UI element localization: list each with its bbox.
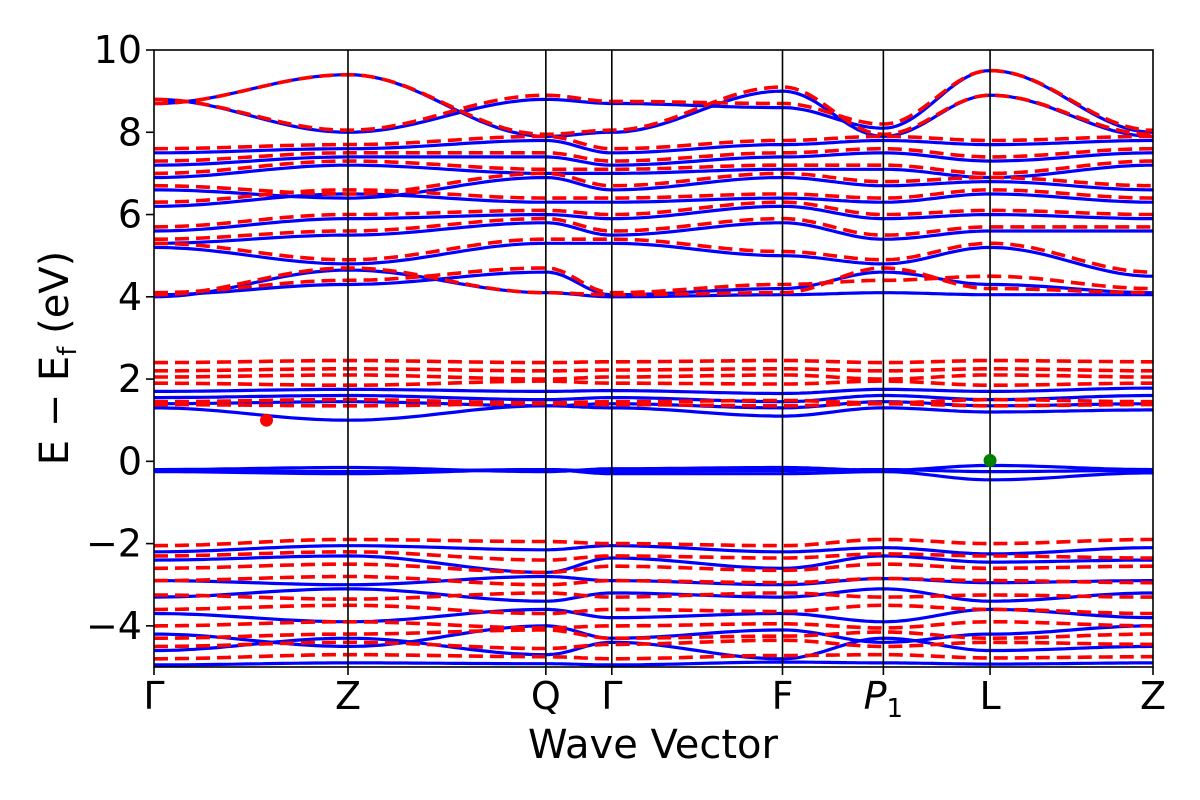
plot-background — [154, 50, 1153, 667]
spin-down-band-24 — [154, 159, 1153, 176]
y-axis-title-sub: f — [53, 346, 83, 356]
spin-down-band-19 — [154, 237, 1153, 274]
y-tick-label-2: 8 — [118, 110, 142, 154]
spin-up-band-7 — [154, 554, 1153, 575]
x-tick-label-7: L — [979, 674, 1000, 718]
y-tick-label-6: 0 — [118, 439, 142, 483]
spin-down-band-3 — [154, 628, 1153, 640]
spin-up-band-15 — [154, 404, 1153, 422]
x-tick-label-6: P1 — [864, 674, 903, 724]
spin-down-band-23 — [154, 171, 1153, 196]
x-tick-label-1: Γ — [143, 674, 164, 718]
plot-frame — [153, 49, 1154, 668]
spin-up-band-10 — [154, 463, 1153, 474]
x-tick-label-3: Q — [531, 674, 561, 718]
y-axis-title-main: E − E — [32, 356, 78, 466]
y-axis-title: E − Ef (eV) — [32, 251, 83, 466]
spin-up-band-18 — [154, 241, 1153, 278]
spin-up-band-11 — [154, 468, 1153, 482]
spin-up-band-26 — [154, 73, 1153, 139]
x-tick-label-5: F — [772, 674, 794, 718]
cbm-marker — [260, 413, 274, 427]
y-axis-ticks: 10 8 6 4 2 0 −2 −4 — [86, 28, 154, 648]
y-tick-label-3: 6 — [118, 193, 142, 237]
spin-up-band-22 — [154, 175, 1153, 200]
x-tick-label-4: Γ — [601, 674, 622, 718]
x-axis-title: Wave Vector — [528, 722, 779, 768]
spin-down-band-8 — [154, 562, 1153, 575]
y-axis-title-unit: (eV) — [32, 251, 78, 347]
spin-down-band-2 — [154, 638, 1153, 651]
spin-up-band-20 — [154, 204, 1153, 233]
spin-up-band-3 — [154, 624, 1153, 648]
spin-up-band-12 — [154, 386, 1153, 396]
x-tick-label-2: Z — [335, 674, 361, 718]
y-tick-label-8: −4 — [86, 604, 142, 648]
y-tick-label-5: 2 — [118, 357, 142, 401]
spin-down-band-27 — [154, 72, 1153, 137]
spin-down-band-21 — [154, 200, 1153, 229]
y-tick-label-4: 4 — [118, 275, 142, 319]
spin-up-band-5 — [154, 587, 1153, 603]
spin-down-band-18 — [154, 266, 1153, 295]
spin-up-band-16 — [154, 268, 1153, 299]
vbm-marker — [983, 454, 997, 468]
spin-down-band-25 — [154, 146, 1153, 163]
band-edge-markers — [260, 413, 997, 468]
spin-up-band-9 — [154, 468, 1153, 474]
spin-up-band-21 — [154, 192, 1153, 208]
spin-up-band-19 — [154, 221, 1153, 245]
y-tick-label-7: −2 — [86, 522, 142, 566]
x-tick-label-8: Z — [1140, 674, 1166, 718]
high-symmetry-lines — [347, 50, 991, 667]
x-axis-ticks: Γ Z Q Γ F P1 L Z — [143, 667, 1166, 724]
spin-up-band-13 — [154, 393, 1153, 404]
spin-down-band-28 — [154, 68, 1153, 133]
spin-up-band-14 — [154, 400, 1153, 410]
spin-down-band-5 — [154, 603, 1153, 616]
spin-down-band-22 — [154, 188, 1153, 204]
spin-down-band-20 — [154, 216, 1153, 241]
y-tick-label-1: 10 — [94, 28, 142, 72]
spin-up-band-2 — [154, 636, 1153, 661]
spin-down-band-26 — [154, 134, 1153, 151]
spin-up-band-17 — [154, 270, 1153, 297]
spin-up-band-24 — [154, 151, 1153, 167]
spin-down-bands — [154, 68, 1153, 661]
spin-up-band-8 — [154, 544, 1153, 556]
spin-up-band-25 — [154, 138, 1153, 155]
spin-down-band-17 — [154, 266, 1153, 297]
spin-up-band-1 — [154, 660, 1153, 667]
spin-up-band-6 — [154, 574, 1153, 587]
